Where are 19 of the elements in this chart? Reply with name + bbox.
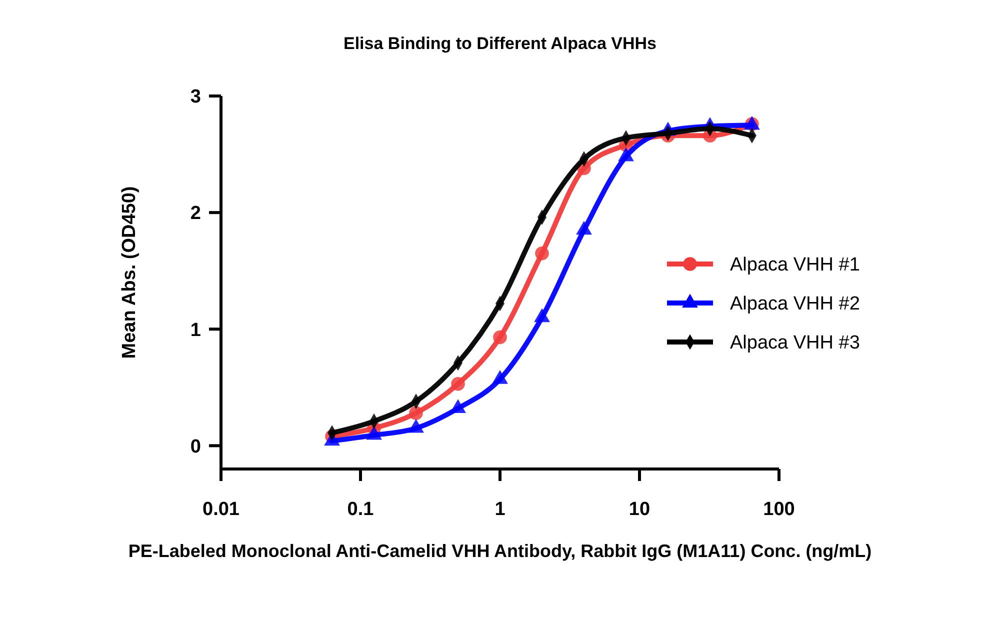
point — [493, 330, 507, 344]
legend-label: Alpaca VHH #3 — [730, 332, 860, 354]
y-tick-label: 1 — [190, 320, 202, 341]
x-tick-label: 0.01 — [202, 499, 240, 520]
x-tick-label: 10 — [628, 499, 650, 520]
point — [535, 246, 549, 260]
y-tick-label: 0 — [190, 436, 201, 458]
legend-label: Alpaca VHH #2 — [730, 294, 860, 315]
point — [409, 406, 423, 420]
legend-label: Alpaca VHH #1 — [730, 254, 860, 276]
x-tick-label: 0.1 — [347, 499, 374, 520]
x-axis-title: PE-Labeled Monoclonal Anti-Camelid VHH Antibody, Rabbit IgG (M1A11) Conc. (ng/mL) — [128, 541, 872, 561]
x-tick-label: 1 — [494, 499, 506, 520]
x-tick-label: 100 — [763, 499, 795, 520]
y-axis-title: Mean Abs. (OD450) — [119, 186, 140, 359]
y-tick-label: 3 — [190, 86, 201, 108]
chart-title: Elisa Binding to Different Alpaca VHHs — [344, 34, 656, 53]
point — [451, 377, 465, 391]
y-tick-label: 2 — [190, 203, 201, 224]
